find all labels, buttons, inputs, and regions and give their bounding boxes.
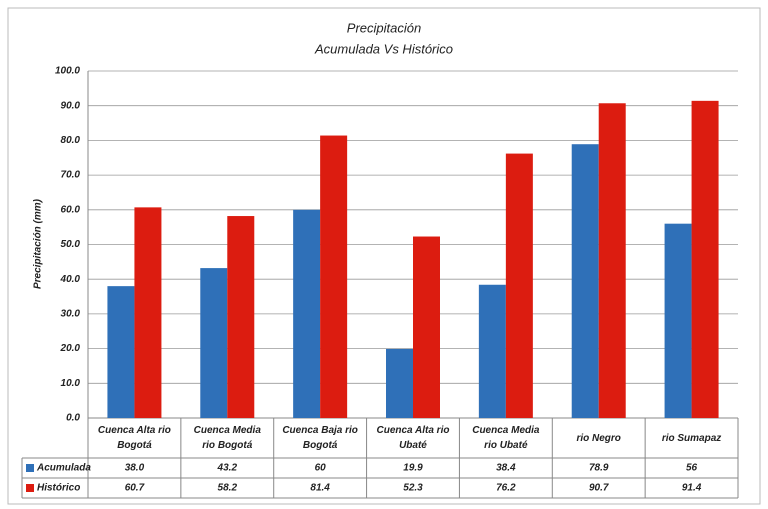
y-tick-label: 90.0 — [61, 100, 81, 111]
legend-label: Histórico — [37, 483, 80, 494]
table-value: 19.9 — [403, 463, 423, 474]
chart-border — [7, 7, 761, 505]
bar — [598, 103, 626, 419]
table-value: 78.9 — [589, 463, 609, 474]
table-value: 76.2 — [496, 483, 516, 494]
table-value: 91.4 — [682, 483, 702, 494]
category-cell: Cuenca Baja rio Bogotá — [282, 425, 358, 451]
bar — [200, 268, 228, 418]
chart-subtitle: Acumulada Vs Histórico — [314, 41, 453, 56]
bar — [505, 153, 533, 418]
y-tick-label: 20.0 — [60, 343, 81, 354]
category-cell: rio Sumapaz — [661, 432, 722, 444]
category-cell: Cuenca Media rio Bogotá — [193, 425, 261, 451]
bar — [293, 209, 321, 418]
bar — [691, 100, 719, 418]
table-value: 38.4 — [496, 463, 516, 474]
bar — [478, 284, 506, 418]
bar — [227, 216, 255, 418]
x-tick-label: Cuenca Media rio Ubaté — [472, 425, 540, 451]
x-tick-label: Cuenca Baja rio Bogotá — [282, 425, 358, 451]
x-tick-label: rio Negro — [576, 432, 621, 444]
y-tick-label: 100.0 — [55, 66, 80, 77]
y-tick-label: 80.0 — [61, 135, 81, 146]
x-tick-label: Cuenca Alta rio Ubaté — [376, 425, 450, 451]
table-value: 60.7 — [125, 483, 145, 494]
y-tick-label: 10.0 — [61, 378, 81, 389]
x-tick-label: Cuenca Alta rio Bogotá — [97, 425, 171, 451]
y-tick-label: 40.0 — [60, 274, 81, 285]
y-tick-label: 50.0 — [61, 239, 81, 250]
x-tick-label: Cuenca Media rio Bogotá — [193, 425, 261, 451]
y-tick-label: 0.0 — [66, 413, 80, 424]
bar — [571, 144, 599, 419]
table-value: 60 — [315, 463, 327, 474]
table-value: 81.4 — [310, 483, 330, 494]
legend-label: Acumulada — [36, 463, 91, 474]
table-value: 43.2 — [217, 463, 238, 474]
y-tick-label: 70.0 — [61, 170, 81, 181]
legend-swatch — [26, 464, 34, 472]
bar — [413, 236, 440, 418]
category-cell: Cuenca Alta rio Ubaté — [376, 425, 450, 451]
category-cell: rio Negro — [576, 432, 621, 444]
chart-title: Precipitación — [347, 20, 421, 35]
category-cell: Cuenca Alta rio Bogotá — [97, 425, 171, 451]
bar — [320, 135, 348, 419]
table-value: 56 — [686, 463, 698, 474]
y-tick-label: 30.0 — [61, 309, 81, 320]
x-tick-label: rio Sumapaz — [661, 432, 722, 444]
y-tick-label: 60.0 — [61, 204, 81, 215]
bar — [107, 286, 135, 418]
bar — [386, 348, 413, 418]
category-cell: Cuenca Media rio Ubaté — [472, 425, 540, 451]
table-value: 52.3 — [403, 483, 423, 494]
table-value: 58.2 — [218, 483, 238, 494]
legend-swatch — [26, 484, 34, 492]
bar — [134, 207, 162, 418]
bar — [664, 223, 692, 418]
table-value: 90.7 — [589, 483, 609, 494]
y-axis-label: Precipitación (mm) — [33, 198, 44, 289]
table-value: 38.0 — [125, 463, 145, 474]
